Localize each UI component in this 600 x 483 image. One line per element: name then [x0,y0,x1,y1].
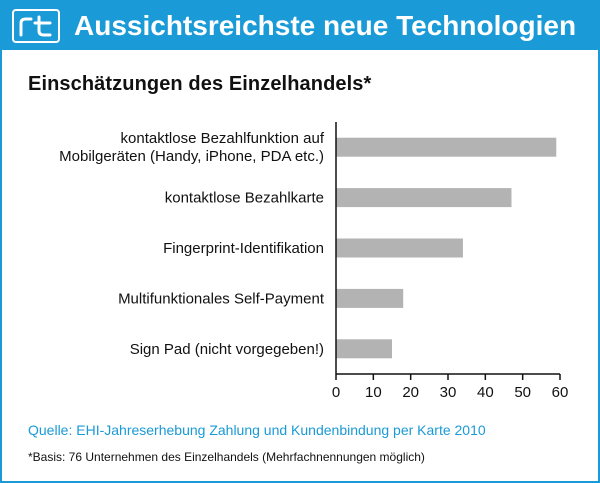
page-title: Aussichtsreichste neue Technologien [74,10,577,41]
bar-3 [336,238,463,258]
rt-logo-icon [12,9,60,43]
category-label-1-line-2: Mobilgeräten (Handy, iPhone, PDA etc.) [59,148,324,165]
category-label-4: Multifunktionales Self-Payment [118,290,325,307]
x-tick-label-0: 0 [332,384,340,401]
footnote: *Basis: 76 Unternehmen des Einzelhandels… [28,450,425,464]
x-tick-label-10: 10 [365,384,382,401]
bar-5 [336,339,392,359]
header-bar: Aussichtsreichste neue Technologien [2,2,598,50]
bar-4 [336,288,404,308]
category-label-1-line-1: kontaktlose Bezahlfunktion auf [121,130,325,147]
category-label-3: Fingerprint-Identifikation [163,240,324,257]
category-label-5: Sign Pad (nicht vorgegeben!) [130,341,324,358]
x-tick-label-60: 60 [552,384,569,401]
chart-subtitle: Einschätzungen des Einzelhandels* [28,73,372,95]
x-tick-label-30: 30 [440,384,457,401]
x-tick-label-20: 20 [402,384,419,401]
x-tick-label-40: 40 [477,384,494,401]
bar-2 [336,188,512,208]
bar-1 [336,137,557,157]
x-tick-label-50: 50 [514,384,531,401]
source-note: Quelle: EHI-Jahreserhebung Zahlung und K… [28,422,486,438]
category-label-2: kontaktlose Bezahlkarte [165,190,324,207]
